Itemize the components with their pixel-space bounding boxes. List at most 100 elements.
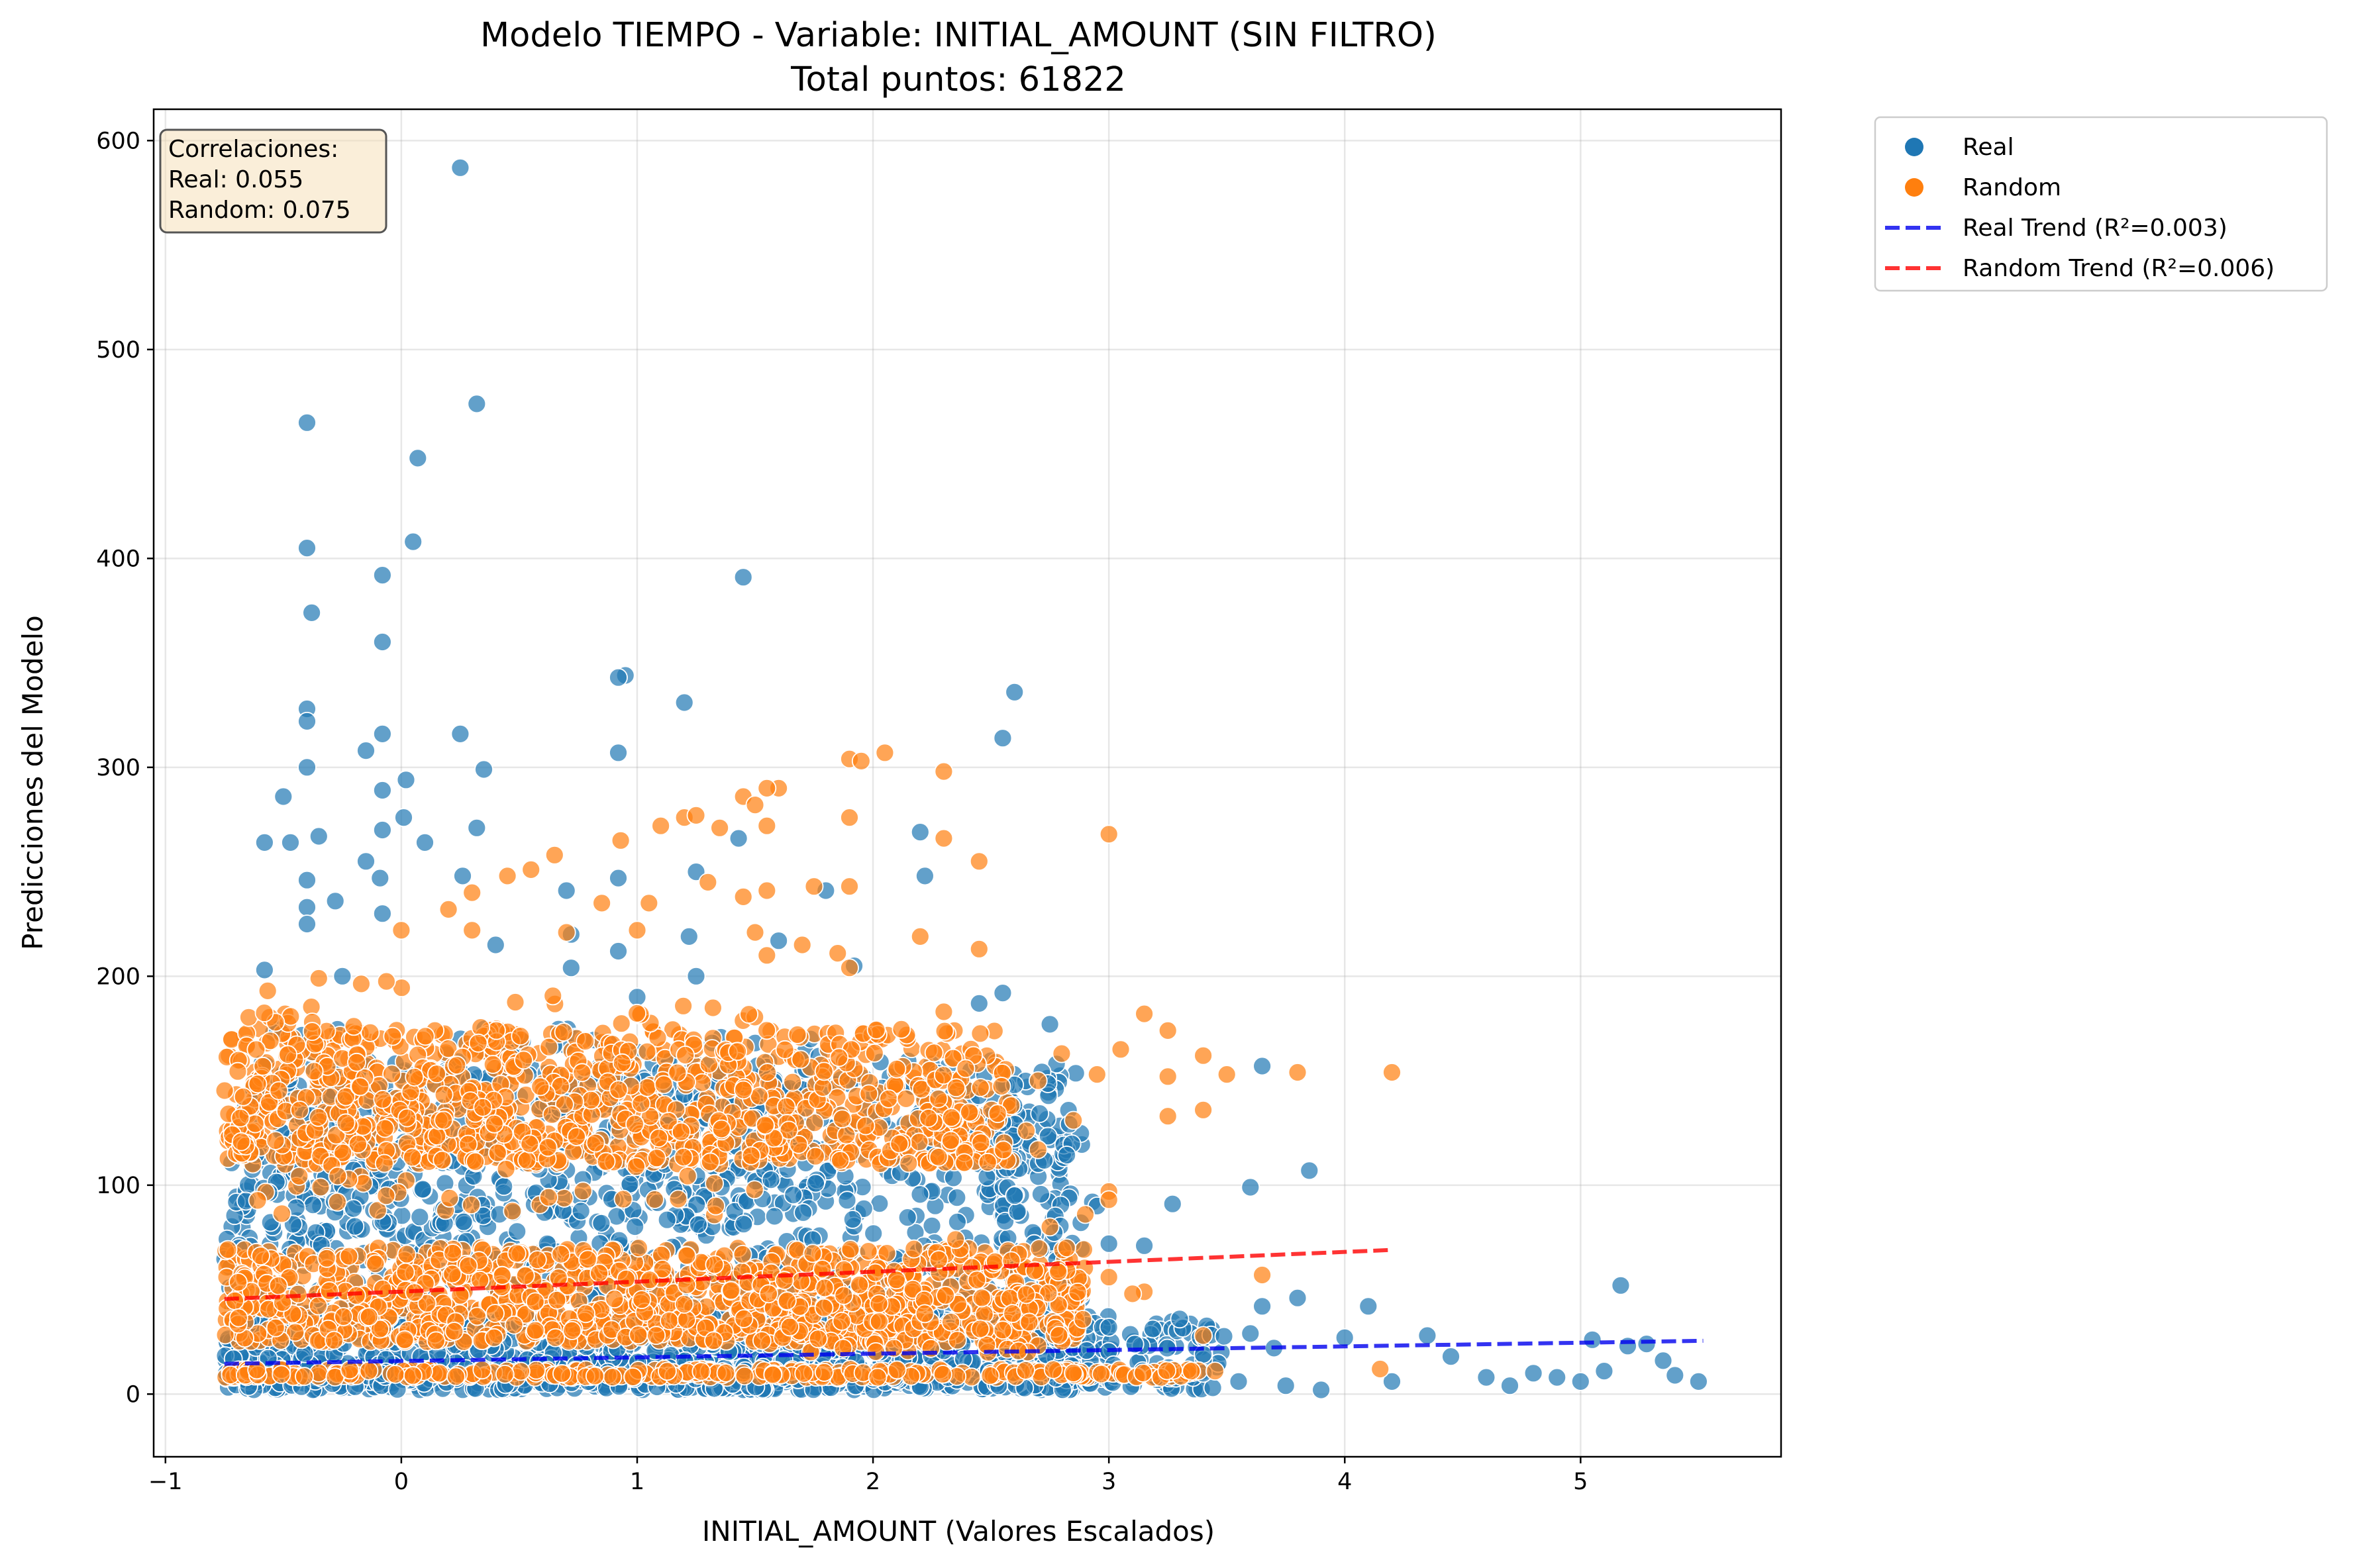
- scatter-point: [929, 1250, 948, 1269]
- scatter-point: [360, 1023, 380, 1042]
- scatter-point: [769, 931, 788, 951]
- scatter-point: [302, 603, 322, 622]
- scatter-point: [1068, 1283, 1088, 1302]
- scatter-point: [309, 1296, 328, 1316]
- scatter-point: [272, 1204, 291, 1224]
- scatter-point: [311, 1177, 331, 1197]
- scatter-point: [373, 724, 392, 744]
- scatter-point: [1040, 1014, 1060, 1034]
- scatter-point: [834, 1260, 854, 1279]
- scatter-point: [629, 1325, 648, 1345]
- scatter-point: [929, 1148, 948, 1167]
- scatter-point: [922, 1216, 942, 1236]
- scatter-point: [578, 1250, 597, 1269]
- scatter-point: [721, 1281, 741, 1300]
- scatter-point: [444, 1322, 464, 1341]
- scatter-point: [729, 828, 748, 848]
- scatter-point: [297, 538, 317, 558]
- scatter-point: [281, 833, 300, 852]
- scatter-point: [605, 1289, 625, 1308]
- scatter-point: [1133, 1363, 1153, 1383]
- scatter-point: [627, 987, 647, 1007]
- scatter-point: [1611, 1275, 1631, 1295]
- scatter-point: [1476, 1367, 1496, 1387]
- scatter-point: [373, 1279, 392, 1298]
- scatter-point: [629, 1238, 648, 1258]
- scatter-point: [403, 1365, 423, 1385]
- scatter-point: [668, 1189, 688, 1209]
- scatter-point: [505, 993, 525, 1012]
- scatter-point: [458, 1134, 478, 1154]
- scatter-point: [1276, 1376, 1296, 1396]
- scatter-point: [1005, 682, 1025, 702]
- scatter-point: [266, 1318, 285, 1338]
- scatter-point: [297, 897, 317, 917]
- scatter-point: [705, 1173, 724, 1193]
- scatter-point: [933, 1365, 952, 1384]
- scatter-point: [992, 1077, 1011, 1096]
- scatter-point: [415, 833, 435, 852]
- scatter-point: [649, 1128, 668, 1148]
- scatter-point: [704, 1331, 723, 1351]
- scatter-point: [345, 1216, 365, 1236]
- scatter-point: [843, 1210, 862, 1229]
- scatter-point: [542, 1104, 562, 1124]
- scatter-point: [596, 1152, 616, 1171]
- scatter-point: [896, 1089, 916, 1108]
- scatter-point: [803, 1244, 823, 1263]
- scatter-point: [887, 1059, 907, 1079]
- scatter-point: [956, 1059, 976, 1079]
- scatter-point: [309, 1108, 329, 1127]
- scatter-point: [1523, 1363, 1543, 1383]
- scatter-point: [289, 1166, 309, 1186]
- scatter-point: [993, 983, 1013, 1003]
- scatter-point: [397, 1244, 417, 1264]
- scatter-point: [408, 448, 428, 468]
- scatter-point: [253, 1056, 273, 1076]
- scatter-point: [1170, 1309, 1190, 1329]
- scatter-point: [554, 1022, 574, 1042]
- scatter-point: [733, 1245, 752, 1264]
- scatter-point: [373, 781, 392, 800]
- scatter-point: [674, 1295, 694, 1314]
- scatter-point: [1031, 1185, 1050, 1204]
- scatter-point: [454, 1212, 474, 1232]
- scatter-point: [625, 1217, 644, 1236]
- scatter-point: [701, 1152, 720, 1172]
- scatter-point: [266, 1131, 285, 1150]
- scatter-point: [467, 394, 487, 414]
- scatter-point: [450, 158, 470, 177]
- scatter-point: [758, 1063, 777, 1082]
- scatter-point: [511, 1026, 531, 1046]
- scatter-point: [899, 1153, 919, 1173]
- scatter-point: [1441, 1347, 1460, 1367]
- scatter-point: [1162, 1194, 1182, 1214]
- scatter-point: [733, 1080, 753, 1100]
- scatter-point: [980, 1366, 1000, 1385]
- scatter-point: [744, 1180, 764, 1200]
- scatter-point: [269, 1081, 289, 1101]
- scatter-point: [733, 567, 753, 587]
- scatter-point: [359, 1307, 379, 1326]
- scatter-point: [1653, 1351, 1673, 1371]
- scatter-point: [1570, 1371, 1590, 1391]
- scatter-point: [645, 1190, 664, 1209]
- scatter-point: [784, 1185, 803, 1204]
- scatter-point: [527, 1250, 547, 1269]
- scatter-point: [1582, 1330, 1602, 1349]
- scatter-point: [909, 1132, 929, 1152]
- scatter-point: [1358, 1297, 1378, 1316]
- scatter-point: [761, 1170, 781, 1189]
- scatter-point: [442, 1264, 462, 1284]
- scatter-point: [1688, 1371, 1708, 1391]
- scatter-point: [297, 914, 317, 934]
- scatter-point: [1417, 1326, 1437, 1346]
- scatter-point: [373, 565, 392, 585]
- scatter-point: [246, 1040, 266, 1059]
- scatter-point: [248, 1191, 268, 1210]
- scatter-point: [1253, 1056, 1272, 1076]
- scatter-point: [562, 1321, 582, 1340]
- scatter-point: [837, 1125, 856, 1145]
- scatter-point: [970, 1024, 990, 1044]
- scatter-point: [627, 1157, 646, 1177]
